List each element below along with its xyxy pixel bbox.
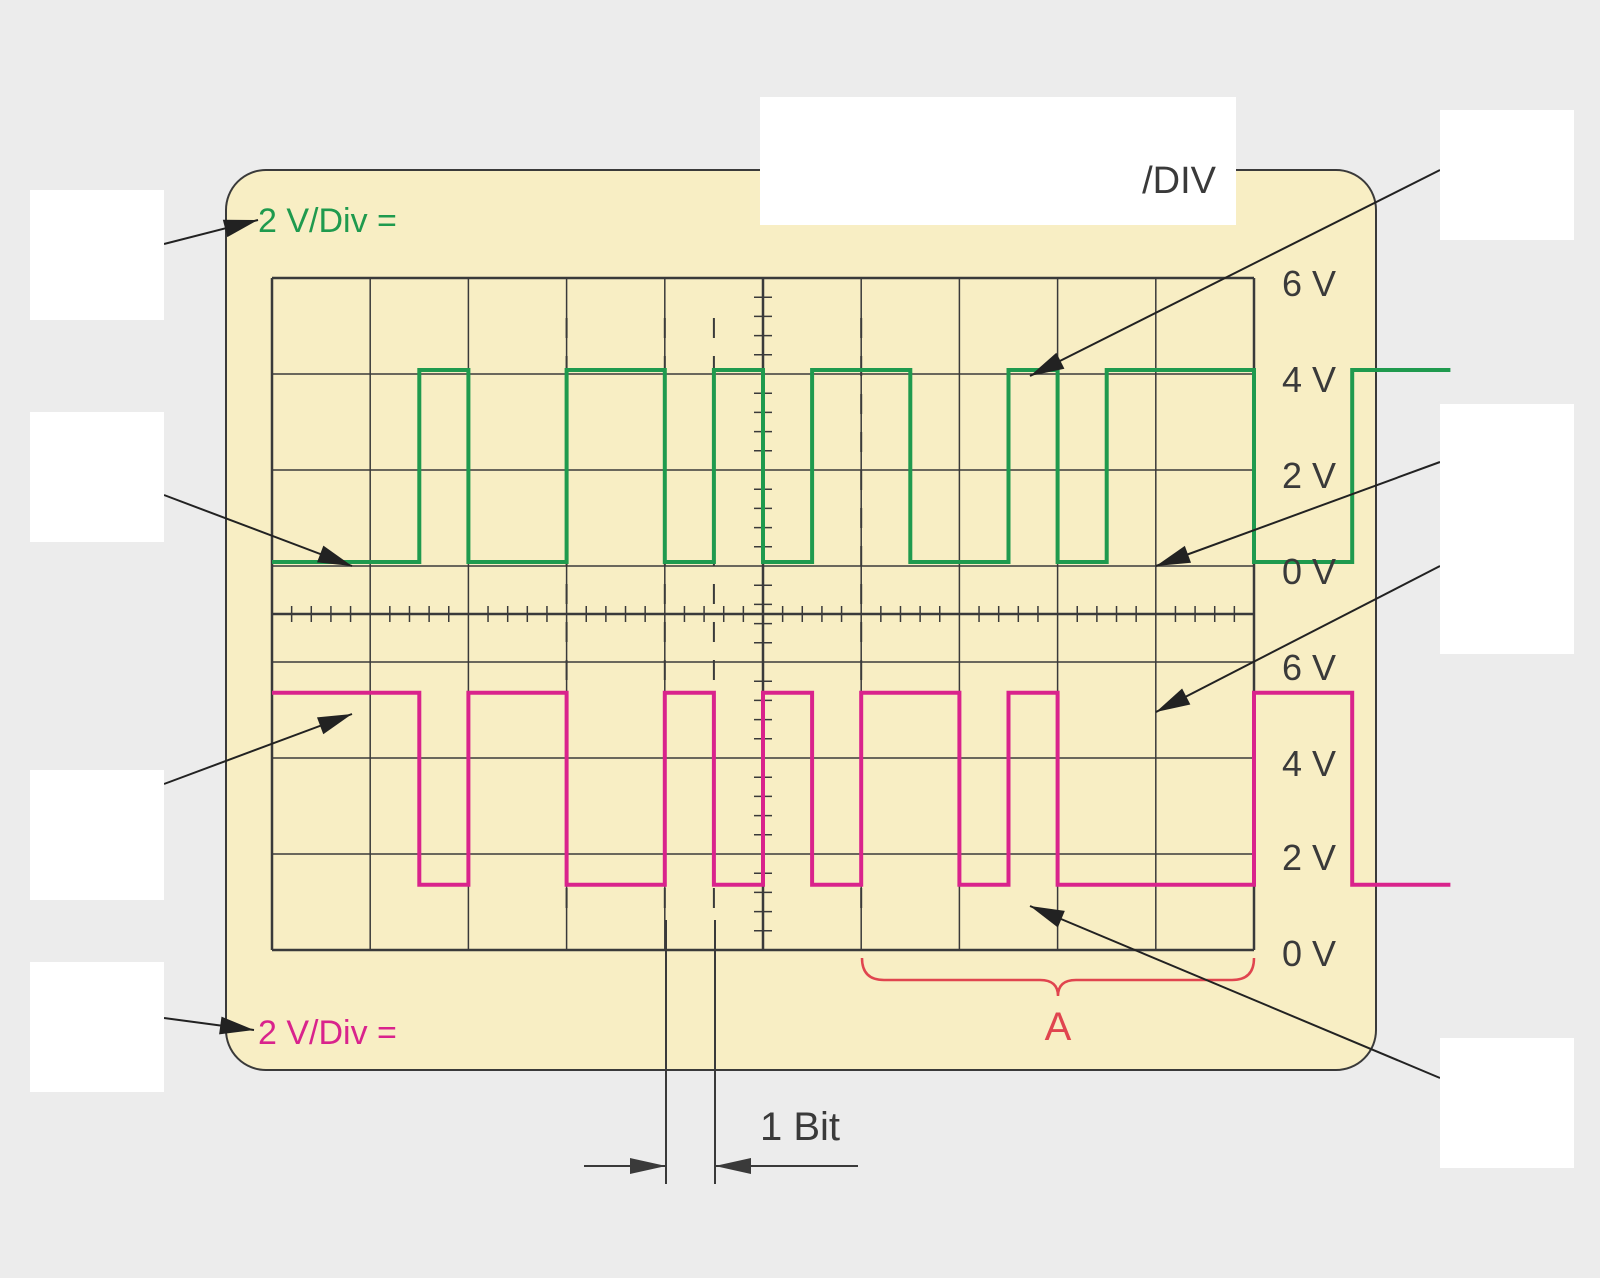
arrowhead [316,714,352,735]
bracket-a-label: A [1045,1005,1072,1049]
answer-box-right-1[interactable] [1440,110,1574,240]
bit-label: 1 Bit [760,1105,840,1149]
arrowhead [222,219,258,238]
timebase-answer-box[interactable] [760,97,1236,225]
arrowhead [317,545,352,566]
arrowhead [1030,906,1065,928]
arrowhead [1156,688,1191,712]
arrowhead [1030,352,1065,376]
answer-box-right-3[interactable] [1440,1038,1574,1168]
leader-lines [163,169,1441,1079]
voltage-label: 4 V [1282,743,1336,784]
answer-box-right-2[interactable] [1440,404,1574,654]
channel1-trace [272,368,1451,564]
leader-line [1155,565,1441,713]
voltage-label: 2 V [1282,455,1336,496]
voltage-label: 0 V [1282,933,1336,974]
voltage-label: 2 V [1282,837,1336,878]
timebase-unit-label: /DIV [1142,160,1217,202]
channel2-scale-label: 2 V/Div = [258,1014,397,1052]
leader-line [1029,169,1441,377]
answer-box-left-1[interactable] [30,190,164,320]
arrowhead [1156,545,1192,566]
answer-box-left-3[interactable] [30,770,164,900]
bit-dimension [584,920,858,1184]
leader-line [1029,905,1441,1079]
answer-box-left-4[interactable] [30,962,164,1092]
voltage-label: 4 V [1282,359,1336,400]
voltage-label: 6 V [1282,263,1336,304]
channel1-scale-label: 2 V/Div = [258,202,397,240]
voltage-label: 6 V [1282,647,1336,688]
voltage-label: 0 V [1282,551,1336,592]
scope-screen [225,169,1377,1071]
arrowhead [219,1016,254,1035]
voltage-scale-upper: 6 V 4 V 2 V 0 V [1282,263,1336,592]
voltage-scale-lower: 6 V 4 V 2 V 0 V [1282,647,1336,974]
bracket-a [860,957,1256,997]
channel2-trace [272,690,1451,887]
leader-line [1155,461,1441,567]
answer-box-left-2[interactable] [30,412,164,542]
